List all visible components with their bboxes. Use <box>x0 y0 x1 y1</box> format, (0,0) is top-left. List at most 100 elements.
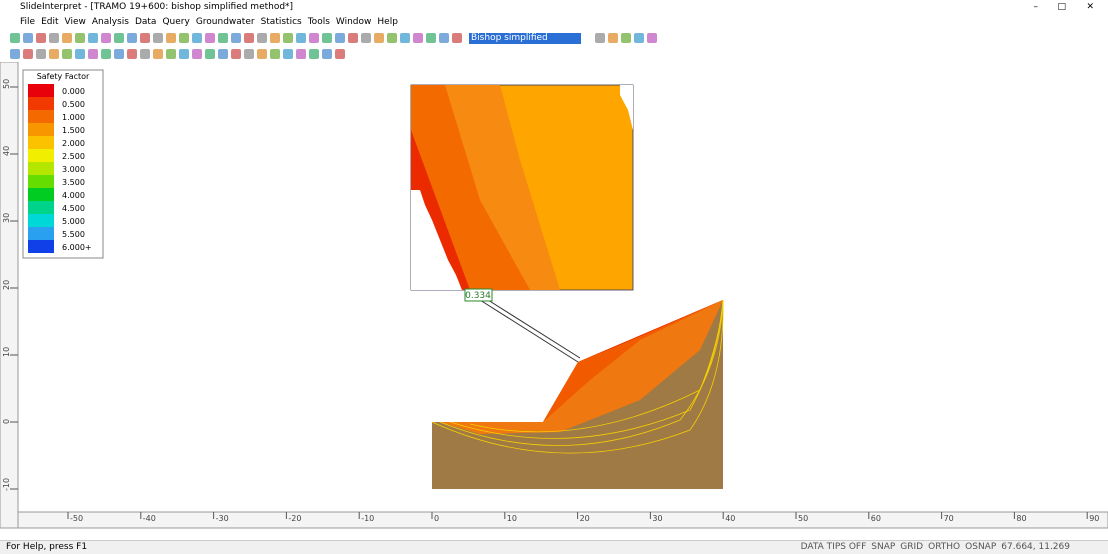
tool-button[interactable] <box>101 49 111 59</box>
tool-button[interactable] <box>36 33 46 43</box>
tool-button[interactable] <box>270 33 280 43</box>
method-dropdown[interactable]: Bishop simplified <box>469 33 581 44</box>
tool-button[interactable] <box>75 33 85 43</box>
menu-item[interactable]: Analysis <box>91 17 129 27</box>
menu-item[interactable]: Edit <box>41 17 59 27</box>
tool-button[interactable] <box>439 33 449 43</box>
status-toggle[interactable]: SNAP <box>871 542 896 552</box>
tool-button[interactable] <box>179 33 189 43</box>
tool-button[interactable] <box>309 33 319 43</box>
legend-label: 5.500 <box>62 230 85 239</box>
tool-button[interactable] <box>166 33 176 43</box>
tool-button[interactable] <box>10 33 20 43</box>
tool-button[interactable] <box>127 33 137 43</box>
tool-button[interactable] <box>426 33 436 43</box>
tool-button[interactable] <box>335 33 345 43</box>
menu-item[interactable]: Query <box>162 17 190 27</box>
tool-button[interactable] <box>192 49 202 59</box>
menu-item[interactable]: Statistics <box>260 17 302 27</box>
tool-button[interactable] <box>127 49 137 59</box>
y-ruler-label: -10 <box>2 478 11 491</box>
tool-button[interactable] <box>192 33 202 43</box>
x-ruler-label: -50 <box>70 514 83 523</box>
tool-button[interactable] <box>205 49 215 59</box>
tool-button[interactable] <box>140 33 150 43</box>
tool-button[interactable] <box>179 49 189 59</box>
tool-button[interactable] <box>23 33 33 43</box>
tool-button[interactable] <box>283 49 293 59</box>
tool-button[interactable] <box>322 33 332 43</box>
tool-button[interactable] <box>114 49 124 59</box>
tool-button[interactable] <box>88 49 98 59</box>
tool-button[interactable] <box>36 49 46 59</box>
status-toggle[interactable]: DATA TIPS OFF <box>800 542 867 552</box>
tool-button[interactable] <box>49 33 59 43</box>
tool-button[interactable] <box>75 49 85 59</box>
tool-button[interactable] <box>62 49 72 59</box>
menu-item[interactable]: Help <box>377 17 398 27</box>
tool-button[interactable] <box>647 33 657 43</box>
tool-button[interactable] <box>634 33 644 43</box>
maximize[interactable]: □ <box>1057 2 1066 12</box>
x-ruler-label: 70 <box>944 514 954 523</box>
status-toggle[interactable]: OSNAP <box>965 542 997 552</box>
status-bar: For Help, press F1 DATA TIPS OFF SNAP GRID O… <box>0 540 1108 554</box>
tool-button[interactable] <box>49 49 59 59</box>
tool-button[interactable] <box>166 49 176 59</box>
tool-button[interactable] <box>322 49 332 59</box>
tool-button[interactable] <box>101 33 111 43</box>
inset-blank <box>411 190 462 290</box>
menu-item[interactable]: Groundwater <box>195 17 255 27</box>
tool-button[interactable] <box>348 33 358 43</box>
tool-button[interactable] <box>140 49 150 59</box>
status-toggle[interactable]: ORTHO <box>928 542 961 552</box>
tool-button[interactable] <box>374 33 384 43</box>
tool-button[interactable] <box>231 49 241 59</box>
tool-button[interactable] <box>114 33 124 43</box>
legend-label: 3.500 <box>62 178 85 187</box>
tool-button[interactable] <box>244 49 254 59</box>
tool-button[interactable] <box>153 49 163 59</box>
tool-button[interactable] <box>231 33 241 43</box>
tool-button[interactable] <box>88 33 98 43</box>
tool-button[interactable] <box>621 33 631 43</box>
tool-button[interactable] <box>10 49 20 59</box>
tool-button[interactable] <box>335 49 345 59</box>
minimize[interactable]: – <box>1033 2 1039 12</box>
legend-swatch <box>28 214 54 227</box>
tool-button[interactable] <box>218 33 228 43</box>
x-ruler-label: 40 <box>725 514 735 523</box>
tool-button[interactable] <box>23 49 33 59</box>
tool-button[interactable] <box>62 33 72 43</box>
menu-item[interactable]: View <box>64 17 86 27</box>
tool-button[interactable] <box>452 33 462 43</box>
tool-button[interactable] <box>153 33 163 43</box>
legend-label: 3.000 <box>62 165 85 174</box>
tool-button[interactable] <box>595 33 605 43</box>
tool-button[interactable] <box>387 33 397 43</box>
tool-button[interactable] <box>283 33 293 43</box>
tool-button[interactable] <box>244 33 254 43</box>
tool-button[interactable] <box>257 49 267 59</box>
menu-item[interactable]: Data <box>134 17 157 27</box>
tool-button[interactable] <box>205 33 215 43</box>
tool-button[interactable] <box>296 33 306 43</box>
tool-button[interactable] <box>400 33 410 43</box>
tool-button[interactable] <box>257 33 267 43</box>
tool-button[interactable] <box>296 49 306 59</box>
min-factor: 0.334 <box>465 291 491 301</box>
tool-button[interactable] <box>309 49 319 59</box>
legend-swatch <box>28 201 54 214</box>
slip-surfaces <box>431 299 724 454</box>
tool-button[interactable] <box>413 33 423 43</box>
menu-item[interactable]: Tools <box>307 17 330 27</box>
tool-button[interactable] <box>361 33 371 43</box>
menu-item[interactable]: Window <box>335 17 372 27</box>
callout-line <box>479 299 579 363</box>
tool-button[interactable] <box>270 49 280 59</box>
status-toggle[interactable]: GRID <box>900 542 924 552</box>
menu-item[interactable]: File <box>20 17 36 27</box>
close[interactable]: ✕ <box>1086 2 1094 12</box>
tool-button[interactable] <box>218 49 228 59</box>
tool-button[interactable] <box>608 33 618 43</box>
